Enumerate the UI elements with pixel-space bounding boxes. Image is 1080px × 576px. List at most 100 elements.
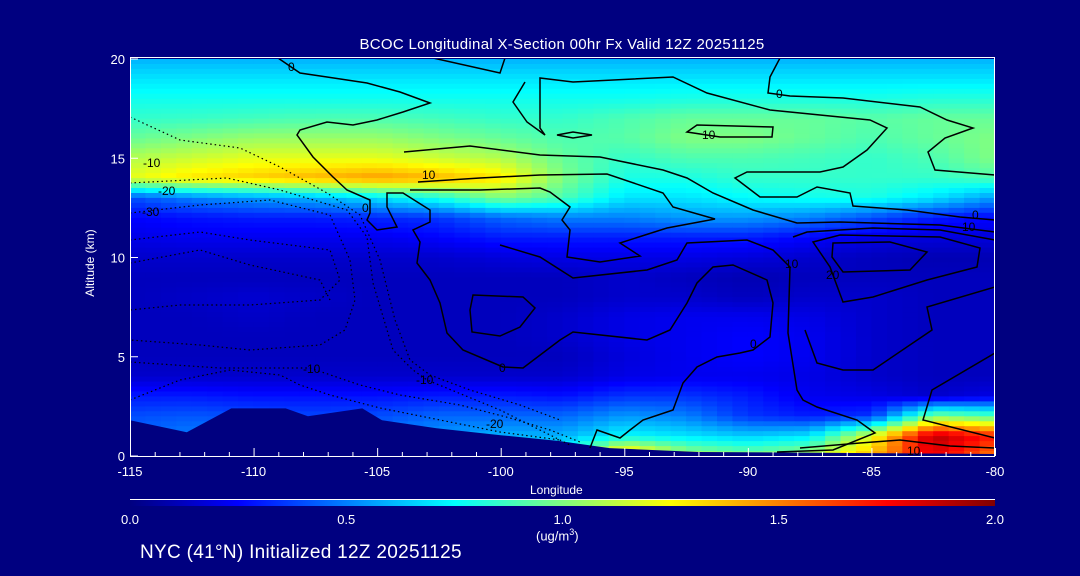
- heatmap-cell: [593, 128, 610, 135]
- heatmap-cell: [284, 361, 301, 368]
- heatmap-cell: [809, 138, 826, 144]
- heatmap-cell: [902, 297, 919, 303]
- heatmap-cell: [284, 247, 301, 254]
- heatmap-cell: [933, 242, 950, 249]
- heatmap-cell: [130, 297, 146, 303]
- heatmap-cell: [701, 183, 718, 189]
- heatmap-cell: [778, 297, 795, 303]
- heatmap-cell: [577, 68, 594, 75]
- heatmap-cell: [639, 346, 656, 353]
- heatmap-cell: [408, 297, 424, 303]
- heatmap-cell: [948, 222, 965, 229]
- heatmap-cell: [593, 168, 610, 174]
- heatmap-cell: [438, 267, 455, 273]
- heatmap-cell: [531, 401, 548, 407]
- heatmap-cell: [840, 346, 857, 353]
- heatmap-cell: [979, 207, 995, 214]
- heatmap-cell: [856, 138, 872, 144]
- heatmap-cell: [160, 391, 177, 398]
- heatmap-cell: [670, 431, 687, 437]
- heatmap-cell: [315, 237, 332, 244]
- heatmap-cell: [562, 207, 579, 214]
- heatmap-cell: [238, 346, 255, 353]
- heatmap-cell: [701, 386, 718, 393]
- heatmap-cell: [902, 356, 919, 363]
- heatmap-cell: [377, 361, 394, 368]
- heatmap-cell: [840, 396, 857, 402]
- heatmap-cell: [809, 158, 826, 164]
- heatmap-cell: [408, 401, 424, 407]
- heatmap-cell: [593, 212, 610, 219]
- heatmap-cell: [856, 88, 872, 95]
- heatmap-cell: [639, 88, 656, 95]
- heatmap-cell: [377, 98, 394, 105]
- heatmap-cell: [361, 128, 378, 135]
- heatmap-cell: [454, 307, 471, 313]
- heatmap-cell: [485, 386, 502, 393]
- heatmap-cell: [825, 292, 842, 298]
- heatmap-cell: [176, 188, 193, 194]
- heatmap-cell: [670, 292, 687, 298]
- heatmap-cell: [346, 64, 363, 70]
- heatmap-cell: [423, 371, 440, 378]
- heatmap-cell: [438, 312, 455, 318]
- heatmap-cell: [454, 73, 471, 80]
- heatmap-cell: [763, 277, 780, 283]
- heatmap-cell: [778, 292, 795, 298]
- heatmap-cell: [624, 436, 641, 442]
- heatmap-cell: [902, 242, 919, 249]
- heatmap-cell: [253, 371, 270, 378]
- heatmap-cell: [948, 232, 965, 239]
- heatmap-cell: [655, 411, 672, 417]
- heatmap-cell: [979, 287, 995, 293]
- heatmap-cell: [670, 441, 687, 447]
- heatmap-cell: [516, 376, 533, 383]
- heatmap-cell: [330, 297, 347, 303]
- heatmap-cell: [469, 88, 486, 95]
- heatmap-cell: [763, 88, 780, 95]
- heatmap-cell: [686, 401, 703, 407]
- heatmap-cell: [608, 252, 625, 259]
- heatmap-cell: [160, 103, 177, 110]
- contour-line: [499, 239, 877, 453]
- heatmap-cell: [933, 128, 950, 135]
- heatmap-cell: [469, 178, 486, 184]
- heatmap-cell: [438, 118, 455, 125]
- heatmap-cell: [253, 108, 270, 115]
- heatmap-cell: [655, 322, 672, 328]
- heatmap-cell: [871, 371, 888, 378]
- heatmap-cell: [438, 386, 455, 393]
- heatmap-cell: [577, 173, 594, 179]
- heatmap-cell: [207, 302, 224, 308]
- heatmap-cell: [547, 158, 564, 164]
- heatmap-cell: [686, 88, 703, 95]
- heatmap-cell: [902, 148, 919, 154]
- heatmap-cell: [284, 78, 301, 85]
- heatmap-cell: [917, 396, 934, 402]
- heatmap-cell: [871, 178, 888, 184]
- heatmap-cell: [160, 421, 177, 427]
- heatmap-cell: [315, 227, 332, 234]
- heatmap-cell: [886, 197, 903, 204]
- heatmap-cell: [346, 406, 363, 412]
- heatmap-cell: [176, 307, 193, 313]
- heatmap-cell: [732, 416, 749, 422]
- heatmap-cell: [825, 396, 842, 402]
- heatmap-cell: [979, 262, 995, 269]
- heatmap-cell: [207, 59, 224, 65]
- heatmap-cell: [902, 59, 919, 65]
- heatmap-cell: [562, 336, 579, 343]
- heatmap-cell: [763, 113, 780, 120]
- heatmap-cell: [485, 401, 502, 407]
- heatmap-cell: [377, 282, 394, 288]
- heatmap-cell: [346, 351, 363, 358]
- heatmap-cell: [948, 272, 965, 278]
- heatmap-cell: [269, 396, 285, 402]
- heatmap-cell: [130, 322, 146, 328]
- contour-line: [811, 234, 981, 303]
- heatmap-cell: [361, 396, 378, 402]
- heatmap-cell: [655, 217, 672, 224]
- heatmap-cell: [763, 98, 780, 105]
- heatmap-cell: [809, 78, 826, 85]
